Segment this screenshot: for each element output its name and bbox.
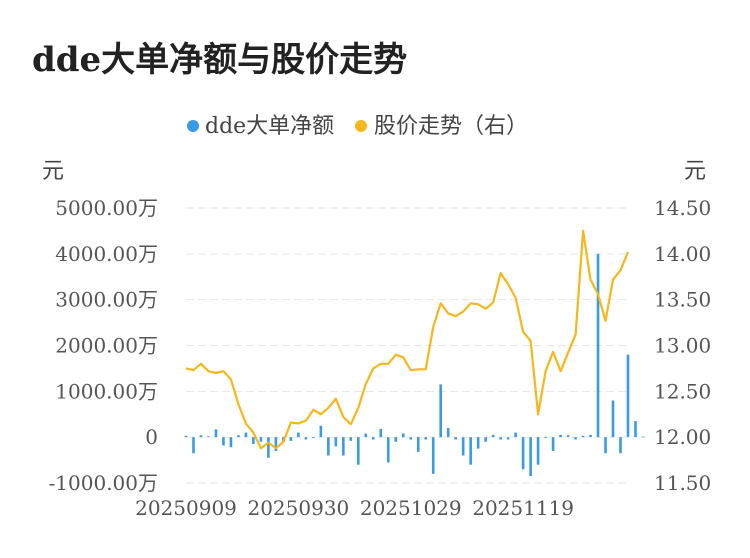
dde-bar — [431, 437, 435, 474]
dde-bar — [267, 437, 270, 458]
dde-bar — [521, 437, 525, 470]
right-tick-label: 14.00 — [654, 242, 711, 266]
right-tick-label: 14.50 — [654, 196, 711, 220]
left-tick-label: 0 — [145, 425, 158, 449]
dde-bar — [626, 354, 630, 438]
x-axis-ticks: 20250909 20250930 20251029 20251119 — [135, 496, 574, 520]
dde-bar — [439, 384, 443, 438]
dde-bar — [604, 437, 607, 454]
right-axis-unit: 元 — [684, 159, 706, 184]
x-tick-label: 20251029 — [360, 496, 462, 520]
legend-dot-price — [355, 120, 367, 132]
page-title: dde大单净额与股价走势 — [32, 40, 408, 80]
dde-bar — [484, 437, 487, 442]
dde-bar — [237, 435, 240, 438]
dde-bar — [529, 437, 532, 477]
dde-bar — [514, 432, 517, 438]
dde-bar — [371, 437, 375, 440]
dde-bar — [544, 437, 547, 439]
dde-bar — [274, 437, 278, 451]
dde-bar — [386, 437, 390, 463]
dde-bar — [611, 400, 615, 438]
dde-bar — [214, 429, 218, 438]
dde-bar — [619, 437, 622, 454]
left-tick-label: 3000.00万 — [55, 288, 158, 312]
dde-bar — [424, 437, 428, 440]
right-tick-label: 12.00 — [654, 425, 711, 449]
dde-bar — [469, 437, 472, 465]
dde-bar — [357, 437, 360, 465]
dde-bar — [312, 437, 315, 439]
dde-bar — [342, 437, 345, 456]
left-tick-label: -1000.00万 — [49, 471, 158, 495]
dde-bar — [252, 437, 255, 445]
dde-bar — [499, 437, 502, 440]
dde-bar — [461, 437, 465, 456]
legend[interactable]: dde大单净额 股价走势（右） — [187, 114, 528, 139]
dde-bar — [379, 428, 383, 438]
dde-bar — [416, 437, 420, 452]
left-tick-label: 4000.00万 — [55, 242, 158, 266]
x-tick-label: 20250930 — [247, 496, 349, 520]
left-axis-unit: 元 — [42, 159, 64, 184]
right-tick-label: 11.50 — [654, 471, 711, 495]
dde-bar — [334, 437, 338, 447]
legend-label-dde[interactable]: dde大单净额 — [205, 114, 334, 139]
price-line — [185, 229, 630, 450]
right-tick-label: 13.00 — [654, 334, 711, 358]
legend-dot-dde — [187, 120, 199, 132]
left-tick-label: 2000.00万 — [55, 334, 158, 358]
dde-bar — [559, 434, 562, 438]
dde-bar — [222, 437, 225, 446]
dde-bar — [401, 433, 405, 438]
dde-bars — [184, 253, 645, 477]
dde-bar — [581, 435, 585, 438]
dde-bar — [364, 433, 368, 438]
dde-bar — [596, 253, 600, 438]
dde-bar — [454, 437, 457, 440]
dde-bar — [506, 437, 510, 440]
dde-bar — [566, 435, 570, 438]
dde-bar — [446, 428, 450, 438]
left-tick-label: 5000.00万 — [55, 196, 158, 220]
dde-bar — [394, 437, 398, 442]
dde-bar — [304, 437, 308, 440]
dde-bar — [349, 437, 353, 441]
dde-bar — [536, 437, 540, 465]
dde-bar — [551, 437, 555, 451]
dde-bar — [634, 421, 637, 438]
dde-bar — [229, 437, 233, 448]
dde-bar — [574, 437, 577, 440]
x-tick-label: 20250909 — [135, 496, 237, 520]
dde-bar — [199, 435, 203, 438]
x-tick-label: 20251119 — [472, 496, 574, 520]
dde-bar — [207, 436, 210, 438]
dde-bar — [184, 435, 188, 438]
dde-bar — [641, 436, 645, 438]
left-axis-ticks: 5000.00万 4000.00万 3000.00万 2000.00万 1000.00万… — [49, 196, 158, 495]
legend-label-price[interactable]: 股价走势（右） — [374, 114, 528, 139]
dde-bar — [244, 432, 248, 438]
dde-bar — [192, 437, 195, 454]
dde-bar — [319, 425, 323, 438]
right-tick-label: 13.50 — [654, 288, 711, 312]
dde-bar — [327, 437, 330, 456]
dde-bar — [259, 437, 263, 442]
dde-bar — [409, 437, 413, 440]
dde-bar — [491, 434, 495, 438]
right-axis-ticks: 14.50 14.00 13.50 13.00 12.50 12.00 11.50 — [654, 196, 711, 495]
dde-bar — [289, 437, 293, 441]
price-line-group — [185, 229, 630, 450]
dde-bar — [589, 434, 592, 438]
right-tick-label: 12.50 — [654, 379, 711, 403]
dde-bar — [476, 437, 480, 449]
left-tick-label: 1000.00万 — [55, 379, 158, 403]
dde-bar — [297, 432, 300, 438]
